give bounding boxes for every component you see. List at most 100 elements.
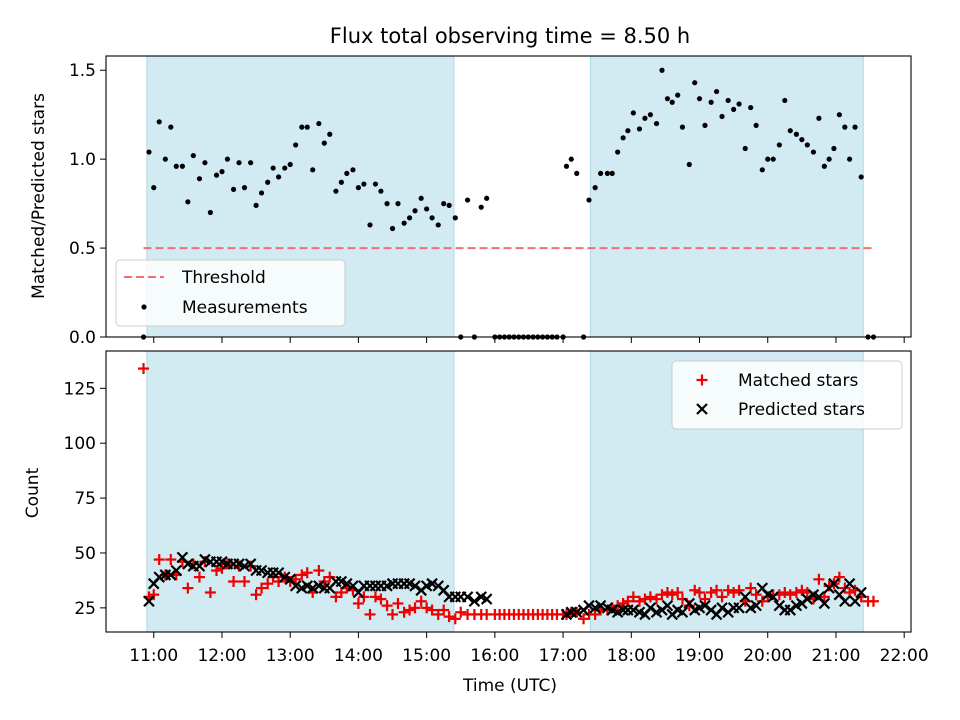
predicted-star-point [733,602,745,614]
predicted-star-point-b [313,580,325,592]
measurement-point [597,170,604,176]
measurement-point [586,197,592,203]
predicted-star-point-b [426,577,438,590]
predicted-star-point-b [583,599,595,612]
predicted-star-point-b [733,602,745,614]
predicted-star-point-b [756,582,769,594]
predicted-star-point [739,591,752,603]
predicted-star-point-b [716,602,728,614]
ratio-axes-frame [105,55,912,338]
matched-star-point [404,604,416,616]
measurement-point [435,222,441,228]
ratio-legend: Threshold Measurements [115,259,346,327]
predicted-star-point-b [699,599,711,612]
measurement-point [156,119,162,125]
matched-star-point [426,604,438,616]
measurement-point [563,163,570,169]
measurement-point [464,197,471,203]
matched-star-point [443,611,455,623]
matched-star-point [644,591,656,603]
count-xtick-label: 13:00 [266,646,315,666]
measurement-point [675,92,681,98]
threshold-legend-label: Threshold [181,268,266,288]
matched-star-point [722,584,734,596]
measurement-point [406,215,413,221]
ratio-legend-box [115,259,346,327]
matched-star-point [705,586,717,598]
matched-star-point [699,593,711,605]
predicted-legend-marker-b [696,403,708,415]
measurement-point [831,145,837,152]
measurement-point [179,163,186,169]
count-xtick-label: 11:00 [129,646,178,666]
predicted-star-point [341,577,353,590]
matched-star-point [262,578,274,590]
measurement-point [258,190,265,196]
measurement-point [327,131,333,137]
measurement-point [776,142,782,148]
measurement-point [702,122,708,128]
count-ylabel: Count [23,467,43,518]
predicted-star-point [818,597,831,610]
measurement-point [615,149,621,155]
matched-legend-swatch [696,374,708,386]
measurement-point [253,202,259,208]
predicted-star-point [143,595,155,608]
predicted-star-point [801,593,814,605]
measurement-point [236,160,242,166]
measurement-point [202,160,208,166]
measurement-point [275,174,282,180]
matched-star-point [250,589,262,601]
matched-star-point [672,586,684,598]
measurement-point [146,149,152,155]
matched-star-point [796,584,808,596]
measurement-point [708,99,714,105]
ratio-ytick-label: 0.0 [69,328,96,348]
measurement-legend-swatch [141,304,147,310]
matched-star-point [290,573,302,585]
matched-star-point [301,567,313,579]
measurement-point [355,185,362,191]
predicted-star-point-b [480,593,493,605]
measurement-point [852,124,858,130]
predicted-star-point-b [617,604,629,616]
predicted-star-point-b [475,591,487,603]
predicted-star-point [289,580,302,592]
predicted-star-point-b [828,577,840,590]
predicted-star-point-b [784,604,797,616]
measurement-point [282,165,288,171]
predicted-star-point [468,595,481,608]
measurement-point [418,195,424,201]
measurement-point [858,174,864,180]
predicted-star-point-b [676,606,689,619]
ratio-ytick-label: 1.0 [69,150,96,170]
count-xtick-label: 17:00 [539,646,588,666]
measurement-point [799,136,805,143]
measurement-point [224,156,231,162]
predicted-star-point-b [278,571,291,583]
matched-legend-marker [696,374,708,386]
measurement-point [162,156,168,162]
matched-star-point [182,582,194,594]
measurement-point [647,112,653,118]
predicted-star-point-b [244,558,257,570]
predicted-star-point-b [644,602,657,614]
matched-star-point [627,591,639,603]
predicted-star-point [699,599,711,612]
predicted-star-point [839,595,851,608]
x-axis-label: Time (UTC) [462,676,557,696]
ratio-ytick-label: 0.5 [69,239,96,259]
measurement-point [389,225,396,232]
measurement-point [333,188,339,194]
measurement-point [372,181,379,187]
predicted-star-point [767,591,779,603]
measurement-point [446,202,452,208]
count-ytick-label: 100 [64,434,96,454]
predicted-star-point-b [437,584,450,597]
predicted-legend-marker [696,403,708,415]
matched-star-point [455,606,467,618]
matched-star-point [813,573,825,585]
predicted-star-point-b [739,591,752,603]
matched-star-point [138,363,150,375]
measurement-point [669,99,675,105]
